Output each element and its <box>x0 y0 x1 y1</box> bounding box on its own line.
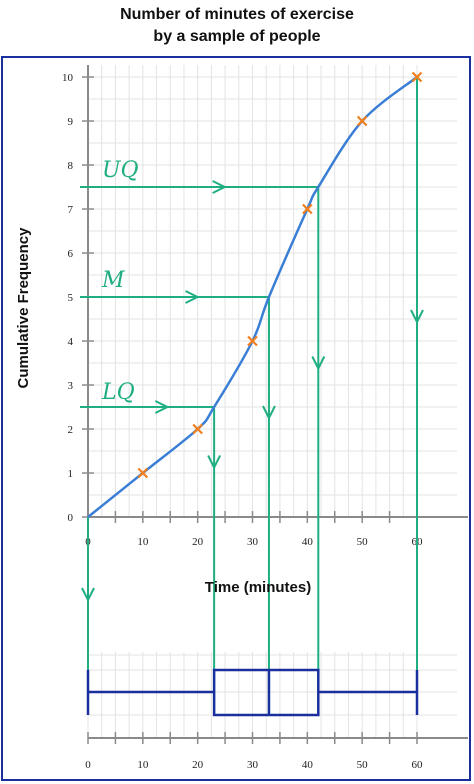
data-point-stroke <box>302 203 313 215</box>
box-x-tick-label: 30 <box>247 759 259 771</box>
data-point <box>192 423 203 435</box>
chart-frame <box>1 56 471 781</box>
guide-arrow-right-lq <box>154 400 170 414</box>
data-point <box>137 467 149 479</box>
box-x-tick-label: 60 <box>412 759 424 771</box>
data-point-stroke <box>356 115 368 127</box>
quartile-label-uq: UQ <box>102 158 139 183</box>
x-tick-label: 40 <box>302 536 314 548</box>
box-x-tick-label: 20 <box>192 759 204 771</box>
grid <box>87 65 457 739</box>
y-tick-label: 1 <box>68 468 74 480</box>
y-tick-label: 6 <box>68 248 74 260</box>
x-tick-label: 10 <box>137 536 149 548</box>
chart-title-line-1: Number of minutes of exercise <box>120 6 354 23</box>
data-point-stroke <box>247 335 258 347</box>
guide-arrow-down-m <box>262 405 276 421</box>
y-tick-label: 2 <box>68 424 74 436</box>
chart-title: Number of minutes of exercise by a sampl… <box>0 4 474 48</box>
data-point <box>411 71 423 83</box>
y-tick-label: 10 <box>62 72 74 84</box>
box-interquartile <box>212 668 320 717</box>
cumulative-frequency-curve <box>87 76 418 518</box>
y-tick-label: 0 <box>68 512 74 524</box>
data-point <box>356 115 368 127</box>
x-tick-label: 30 <box>247 536 259 548</box>
y-axis-title: Cumulative Frequency <box>15 227 32 389</box>
box-x-tick-label: 50 <box>357 759 369 771</box>
y-tick-label: 5 <box>68 292 74 304</box>
quartile-guides: LQ M UQ <box>80 77 424 715</box>
cumulative-curve-group <box>87 76 418 518</box>
y-tick-label: 3 <box>68 380 74 392</box>
x-tick-label: 20 <box>192 536 204 548</box>
guide-arrow-down-lq <box>207 455 222 470</box>
data-point-stroke <box>137 467 149 479</box>
guide-arrow-down-max <box>410 309 424 325</box>
x-axis-title: Time (minutes) <box>205 579 311 596</box>
guide-arrow-right-uq <box>212 180 227 194</box>
y-tick-label: 8 <box>68 160 74 172</box>
data-point-stroke <box>411 71 423 83</box>
quartile-label-m: M <box>101 268 125 293</box>
box-plot <box>86 668 419 717</box>
data-point-stroke <box>192 423 203 435</box>
box-x-tick-label: 10 <box>137 759 149 771</box>
guide-arrow-down-uq <box>311 356 326 371</box>
axes: 01234567891001020304050600102030405060 <box>62 65 468 771</box>
data-point <box>247 335 258 347</box>
box-x-tick-label: 40 <box>302 759 314 771</box>
chart-title-line-2: by a sample of people <box>153 28 321 45</box>
data-point <box>302 203 313 215</box>
y-tick-label: 9 <box>68 116 74 128</box>
data-points <box>137 71 423 479</box>
y-tick-label: 4 <box>68 336 74 348</box>
quartile-label-lq: LQ <box>101 380 135 405</box>
y-tick-label: 7 <box>68 204 74 216</box>
guide-arrow-down-min <box>81 587 95 603</box>
box-x-tick-label: 0 <box>85 759 91 771</box>
guide-arrow-right-m <box>185 290 200 304</box>
x-tick-label: 50 <box>357 536 369 548</box>
